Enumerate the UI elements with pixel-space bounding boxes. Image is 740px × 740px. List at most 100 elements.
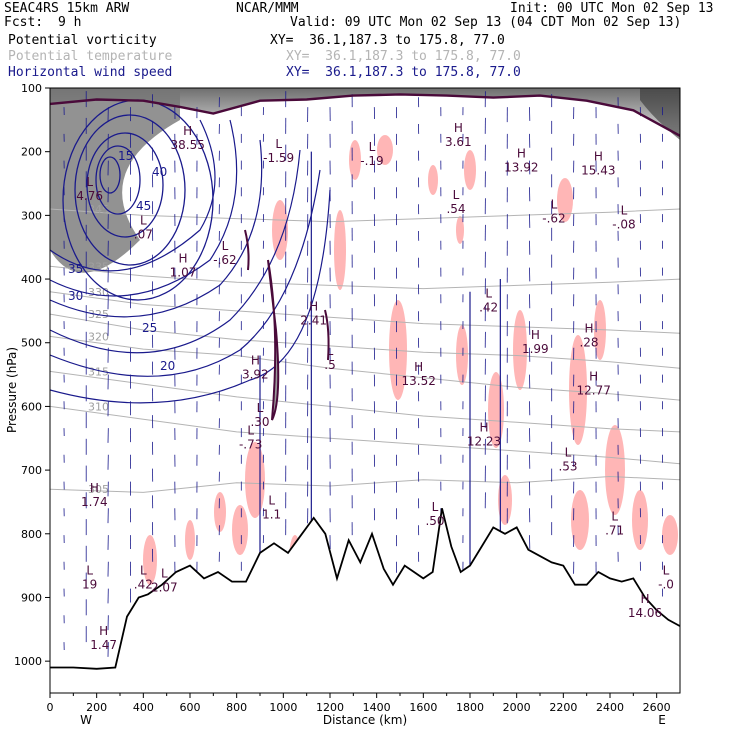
- field-horizontal-wind-speed: Horizontal wind speed: [8, 65, 173, 80]
- x-tick-label-1600: 1600: [409, 701, 437, 714]
- jet-core-contour-2: [86, 132, 164, 238]
- terrain-fill: [50, 508, 680, 693]
- pv-extremum-value-4: 1.74: [81, 495, 108, 509]
- wind-speed-contour-0: [50, 119, 216, 272]
- pv-extremum-mark-10: H: [309, 299, 318, 313]
- pv-extremum-mark-21: H: [594, 150, 603, 164]
- pv-extremum-value-23: 1.99: [522, 342, 549, 356]
- terrain-surface-line: [50, 508, 680, 670]
- pv-extremum-value-15: .50: [425, 514, 444, 528]
- pv-extremum-mark-2: L: [140, 564, 147, 578]
- field-potential-temperature-xy: XY= 36.1,187.3 to 175.8, 77.0: [286, 49, 521, 64]
- y-tick-label-300: 300: [21, 209, 42, 222]
- pv-contours: [50, 93, 680, 421]
- pv-extremum-mark-12: H: [414, 360, 423, 374]
- pv-extremum-mark-30: H: [183, 124, 192, 138]
- wind-speed-contour-2: [50, 139, 263, 318]
- pv-extremum-value-22: -.08: [612, 218, 635, 232]
- theta-contour-335: [50, 265, 680, 290]
- init-time: Init: 00 UTC Mon 02 Sep 13: [510, 1, 714, 16]
- pv-extremum-mark-0: H: [99, 624, 108, 638]
- pv-extremum-mark-31: L: [275, 137, 282, 151]
- axes: 0 200 400 600 800 1000 1200 1400 1600 1800 2000 220…: [14, 82, 671, 714]
- theta-contour-315: [50, 370, 680, 433]
- wind-vectors: [63, 91, 663, 657]
- pv-extremum-value-10: 2.41: [300, 313, 327, 327]
- pv-extremum-mark-5: H: [178, 252, 187, 266]
- pv-extremum-mark-8: L: [247, 423, 254, 437]
- pv-extremum-mark-4: H: [90, 481, 99, 495]
- pv-extremum-value-9: 1.1: [262, 508, 281, 522]
- terrain: [50, 508, 680, 693]
- x-tick-label-2600: 2600: [643, 701, 671, 714]
- theta-contour-345: [50, 208, 680, 223]
- wind-speed-label-15: 15: [118, 149, 133, 163]
- negative-pv-patch-15: [143, 535, 157, 585]
- y-tick-label-100: 100: [21, 82, 42, 95]
- wind-speed-label-30: 30: [68, 289, 83, 303]
- pv-extremum-mark-9: L: [268, 494, 275, 508]
- y-tick-label-200: 200: [21, 146, 42, 159]
- pv-extremum-value-0: 1.47: [90, 638, 117, 652]
- pv-extremum-value-2: .42: [134, 578, 153, 592]
- pv-extremum-value-32: -.62: [213, 253, 236, 267]
- plot-frame: [49, 87, 681, 694]
- negative-pv-patch-11: [571, 490, 589, 550]
- pv-extremum-mark-28: L: [663, 564, 670, 578]
- wind-speed-contours: 15 40 45 35 30 25 20: [50, 99, 331, 404]
- pv-extremum-mark-7: L: [257, 401, 264, 415]
- negative-pv-patch-6: [513, 310, 527, 390]
- pv-extremum-mark-24: H: [584, 322, 593, 336]
- wind-speed-label-20: 20: [160, 359, 175, 373]
- pv-extremum-value-1: 19: [82, 578, 97, 592]
- west-label: W: [80, 713, 92, 727]
- negative-pv-patch-10: [632, 490, 648, 550]
- x-tick-label-600: 600: [180, 701, 201, 714]
- pv-extremum-mark-26: L: [565, 446, 572, 460]
- pv-extremum-value-28: -.0: [658, 578, 674, 592]
- pv-extremum-mark-19: L: [369, 140, 376, 154]
- negative-pv-patch-24: [662, 515, 678, 555]
- jet-core-contour-0: [99, 156, 121, 194]
- theta-label-320: 320: [88, 330, 109, 343]
- field-potential-vorticity-xy: XY= 36.1,187.3 to 175.8, 77.0: [270, 33, 505, 48]
- pv-extremum-mark-27: L: [611, 509, 618, 523]
- pv-extremum-mark-3: L: [161, 567, 168, 581]
- field-horizontal-wind-speed-xy: XY= 36.1,187.3 to 175.8, 77.0: [286, 65, 521, 80]
- negative-pv-patch-22: [428, 165, 438, 195]
- y-tick-label-900: 900: [21, 591, 42, 604]
- pv-extremum-value-25: 12.77: [576, 383, 610, 397]
- pv-extremum-value-12: 13.52: [401, 374, 435, 388]
- pv-anomaly-contour-0: [267, 259, 280, 421]
- pv-extremum-mark-34: L: [140, 213, 147, 227]
- y-tick-label-1000: 1000: [14, 655, 42, 668]
- wind-speed-contour-1: [50, 119, 238, 297]
- pv-extremum-mark-32: L: [222, 239, 229, 253]
- theta-label-305: 305: [88, 483, 109, 496]
- pv-extremum-mark-1: L: [86, 564, 93, 578]
- negative-pv-patch-2: [334, 210, 346, 290]
- negative-pv-patch-16: [185, 520, 195, 560]
- pv-extremum-value-18: .54: [446, 202, 465, 216]
- pv-extremum-value-24: .28: [579, 336, 598, 350]
- pv-extremum-value-29: 14.06: [628, 606, 662, 620]
- theta-contour-305: [50, 475, 680, 493]
- jet-core-contour-1: [95, 145, 141, 215]
- jet-core-contour-3: [74, 114, 186, 266]
- x-tick-label-0: 0: [47, 701, 54, 714]
- theta-contour-325: [50, 313, 680, 369]
- pv-anomaly-contour-1: [324, 309, 330, 361]
- pv-extremum-mark-13: L: [485, 287, 492, 301]
- pv-extremum-value-19: -.19: [360, 154, 383, 168]
- pv-extremum-mark-29: H: [640, 592, 649, 606]
- plot-header: SEAC4RS 15km ARW NCAR/MMM Init: 00 UTC M…: [0, 0, 740, 90]
- wind-speed-contour-5: [50, 189, 331, 404]
- pv-extremum-value-27: .71: [605, 523, 624, 537]
- field-potential-temperature: Potential temperature: [8, 49, 173, 64]
- wind-speed-label-25: 25: [142, 321, 157, 335]
- wind-speed-label-45: 45: [136, 199, 151, 213]
- negative-pv-patch-1: [272, 200, 288, 260]
- theta-label-335: 335: [88, 260, 109, 273]
- negative-pv-patch-20: [464, 150, 476, 190]
- wind-speed-contour-4: [50, 169, 321, 377]
